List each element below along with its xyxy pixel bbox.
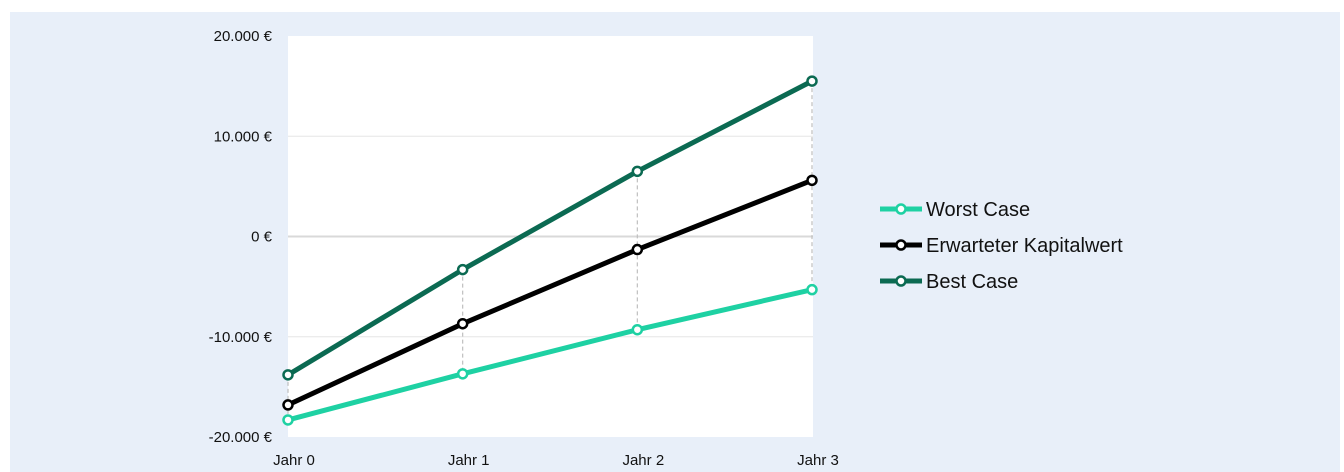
x-tick-label: Jahr 1 <box>448 452 490 469</box>
y-tick-label: 10.000 € <box>214 128 273 145</box>
y-tick-label: -10.000 € <box>209 329 273 346</box>
data-point <box>806 75 818 87</box>
data-point <box>806 283 818 296</box>
legend-marker <box>895 239 907 251</box>
data-point <box>282 369 294 381</box>
data-point <box>631 243 644 256</box>
data-point <box>282 399 294 411</box>
series-line <box>285 78 815 378</box>
series-lines <box>282 75 818 426</box>
legend-label: Best Case <box>926 271 1018 293</box>
data-point <box>282 414 294 426</box>
series-line <box>285 177 815 408</box>
y-tick-label: 0 € <box>251 229 273 246</box>
legend-marker <box>895 203 907 215</box>
x-tick-label: Jahr 3 <box>797 452 839 469</box>
y-tick-label: -20.000 € <box>209 429 273 446</box>
data-point <box>456 317 469 330</box>
data-point <box>631 323 644 336</box>
legend-label: Erwarteter Kapitalwert <box>926 235 1123 257</box>
x-tick-label: Jahr 0 <box>273 452 315 469</box>
data-point <box>806 174 818 187</box>
x-tick-label: Jahr 2 <box>622 452 664 469</box>
y-tick-label: 20.000 € <box>214 28 273 45</box>
legend-label: Worst Case <box>926 199 1030 221</box>
data-point <box>456 263 469 276</box>
data-point <box>631 165 644 178</box>
y-axis-ticks: 20.000 € 10.000 € 0 € -10.000 € -20.000 € <box>209 28 273 446</box>
legend-marker <box>895 275 907 287</box>
data-point <box>456 368 469 380</box>
gridlines <box>288 135 813 338</box>
series-line <box>285 287 815 423</box>
x-axis-ticks: Jahr 0 Jahr 1 Jahr 2 Jahr 3 <box>273 452 839 469</box>
legend: Worst Case Erwarteter Kapitalwert Best Cas… <box>880 199 1123 293</box>
